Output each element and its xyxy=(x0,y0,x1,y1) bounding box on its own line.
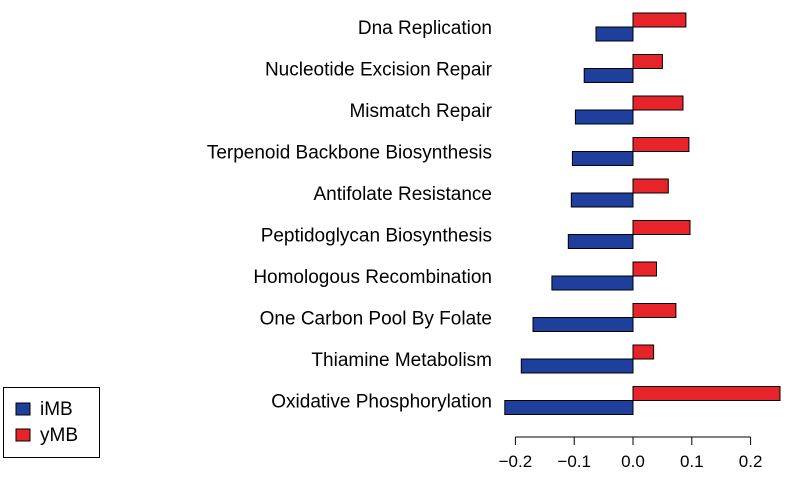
category-label: Homologous Recombination xyxy=(253,267,492,288)
category-label: Thiamine Metabolism xyxy=(311,350,492,371)
bars-group xyxy=(504,12,781,415)
bar-imb-1 xyxy=(583,68,634,83)
bar-ymb-5 xyxy=(632,220,691,235)
bar-imb-4 xyxy=(570,192,634,208)
bar-ymb-3 xyxy=(632,137,690,152)
bar-ymb-4 xyxy=(632,178,669,194)
bar-imb-8 xyxy=(520,358,634,374)
x-tick-label: 0.2 xyxy=(739,452,763,471)
bar-ymb-6 xyxy=(632,261,657,277)
bar-imb-7 xyxy=(532,317,634,332)
bar-imb-3 xyxy=(571,151,634,166)
bar-imb-5 xyxy=(567,234,634,249)
bar-imb-9 xyxy=(504,400,634,415)
bar-imb-2 xyxy=(574,109,634,125)
bar-ymb-8 xyxy=(632,344,655,360)
bar-imb-0 xyxy=(595,26,634,42)
category-label: Oxidative Phosphorylation xyxy=(271,392,492,413)
legend-box xyxy=(3,387,100,458)
legend-label-imb: iMB xyxy=(40,399,73,420)
bar-imb-6 xyxy=(551,275,634,291)
bar-ymb-7 xyxy=(632,303,677,318)
category-label: One Carbon Pool By Folate xyxy=(260,309,492,330)
category-label: Antifolate Resistance xyxy=(314,184,493,205)
bar-ymb-2 xyxy=(632,95,684,111)
x-tick-label: −0.1 xyxy=(557,452,591,471)
legend-swatch-imb xyxy=(15,402,31,416)
bar-ymb-1 xyxy=(632,54,663,69)
category-label: Peptidoglycan Biosynthesis xyxy=(261,226,492,247)
x-tick-label: 0.0 xyxy=(621,452,645,471)
category-label: Dna Replication xyxy=(358,18,492,39)
legend-swatch-ymb xyxy=(15,428,31,442)
x-axis: −0.2 −0.1 0.0 0.1 0.2 xyxy=(499,436,763,471)
category-labels: Dna Replication Nucleotide Excision Repai… xyxy=(207,18,493,413)
category-label: Mismatch Repair xyxy=(349,101,492,122)
category-label: Nucleotide Excision Repair xyxy=(265,60,493,81)
legend-label-ymb: yMB xyxy=(40,425,78,446)
x-tick-label: −0.2 xyxy=(499,452,533,471)
bar-ymb-9 xyxy=(632,386,781,401)
legend: iMB yMB xyxy=(3,387,100,458)
category-label: Terpenoid Backbone Biosynthesis xyxy=(207,143,492,164)
bar-ymb-0 xyxy=(632,12,687,28)
x-tick-label: 0.1 xyxy=(680,452,704,471)
